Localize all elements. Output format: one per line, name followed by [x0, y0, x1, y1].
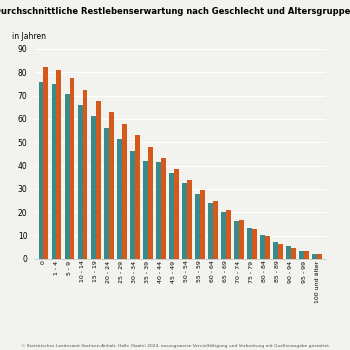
- Bar: [122, 124, 127, 259]
- Bar: [200, 190, 205, 259]
- Bar: [195, 194, 200, 259]
- Bar: [104, 128, 108, 259]
- Bar: [70, 78, 75, 259]
- Bar: [299, 251, 304, 259]
- Bar: [273, 242, 278, 259]
- Bar: [312, 254, 317, 259]
- Bar: [252, 229, 257, 259]
- Text: in Jahren: in Jahren: [12, 32, 46, 41]
- Bar: [174, 169, 179, 259]
- Bar: [161, 158, 166, 259]
- Bar: [83, 90, 88, 259]
- Bar: [187, 180, 192, 259]
- Bar: [130, 150, 135, 259]
- Bar: [91, 116, 96, 259]
- Bar: [291, 248, 296, 259]
- Bar: [156, 162, 161, 259]
- Bar: [278, 244, 283, 259]
- Bar: [78, 105, 83, 259]
- Bar: [117, 139, 122, 259]
- Bar: [234, 221, 239, 259]
- Bar: [239, 220, 244, 259]
- Bar: [182, 183, 187, 259]
- Bar: [38, 82, 43, 259]
- Bar: [43, 67, 48, 259]
- Bar: [304, 251, 309, 259]
- Bar: [51, 84, 56, 259]
- Bar: [213, 201, 218, 259]
- Bar: [135, 135, 140, 259]
- Bar: [260, 236, 265, 259]
- Bar: [56, 70, 62, 259]
- Text: © Statistisches Landesamt Sachsen-Anhalt, Halle (Saale) 2024, auszugsweise Vervi: © Statistisches Landesamt Sachsen-Anhalt…: [21, 344, 329, 348]
- Bar: [286, 246, 291, 259]
- Bar: [265, 236, 270, 259]
- Bar: [247, 228, 252, 259]
- Bar: [108, 112, 113, 259]
- Text: Durchschnittliche Restlebenserwartung nach Geschlecht und Altersgruppen: Durchschnittliche Restlebenserwartung na…: [0, 7, 350, 16]
- Bar: [148, 147, 153, 259]
- Bar: [96, 101, 100, 259]
- Bar: [143, 161, 148, 259]
- Bar: [64, 94, 70, 259]
- Bar: [208, 203, 213, 259]
- Bar: [221, 212, 226, 259]
- Bar: [226, 210, 231, 259]
- Bar: [317, 254, 322, 259]
- Bar: [169, 173, 174, 259]
